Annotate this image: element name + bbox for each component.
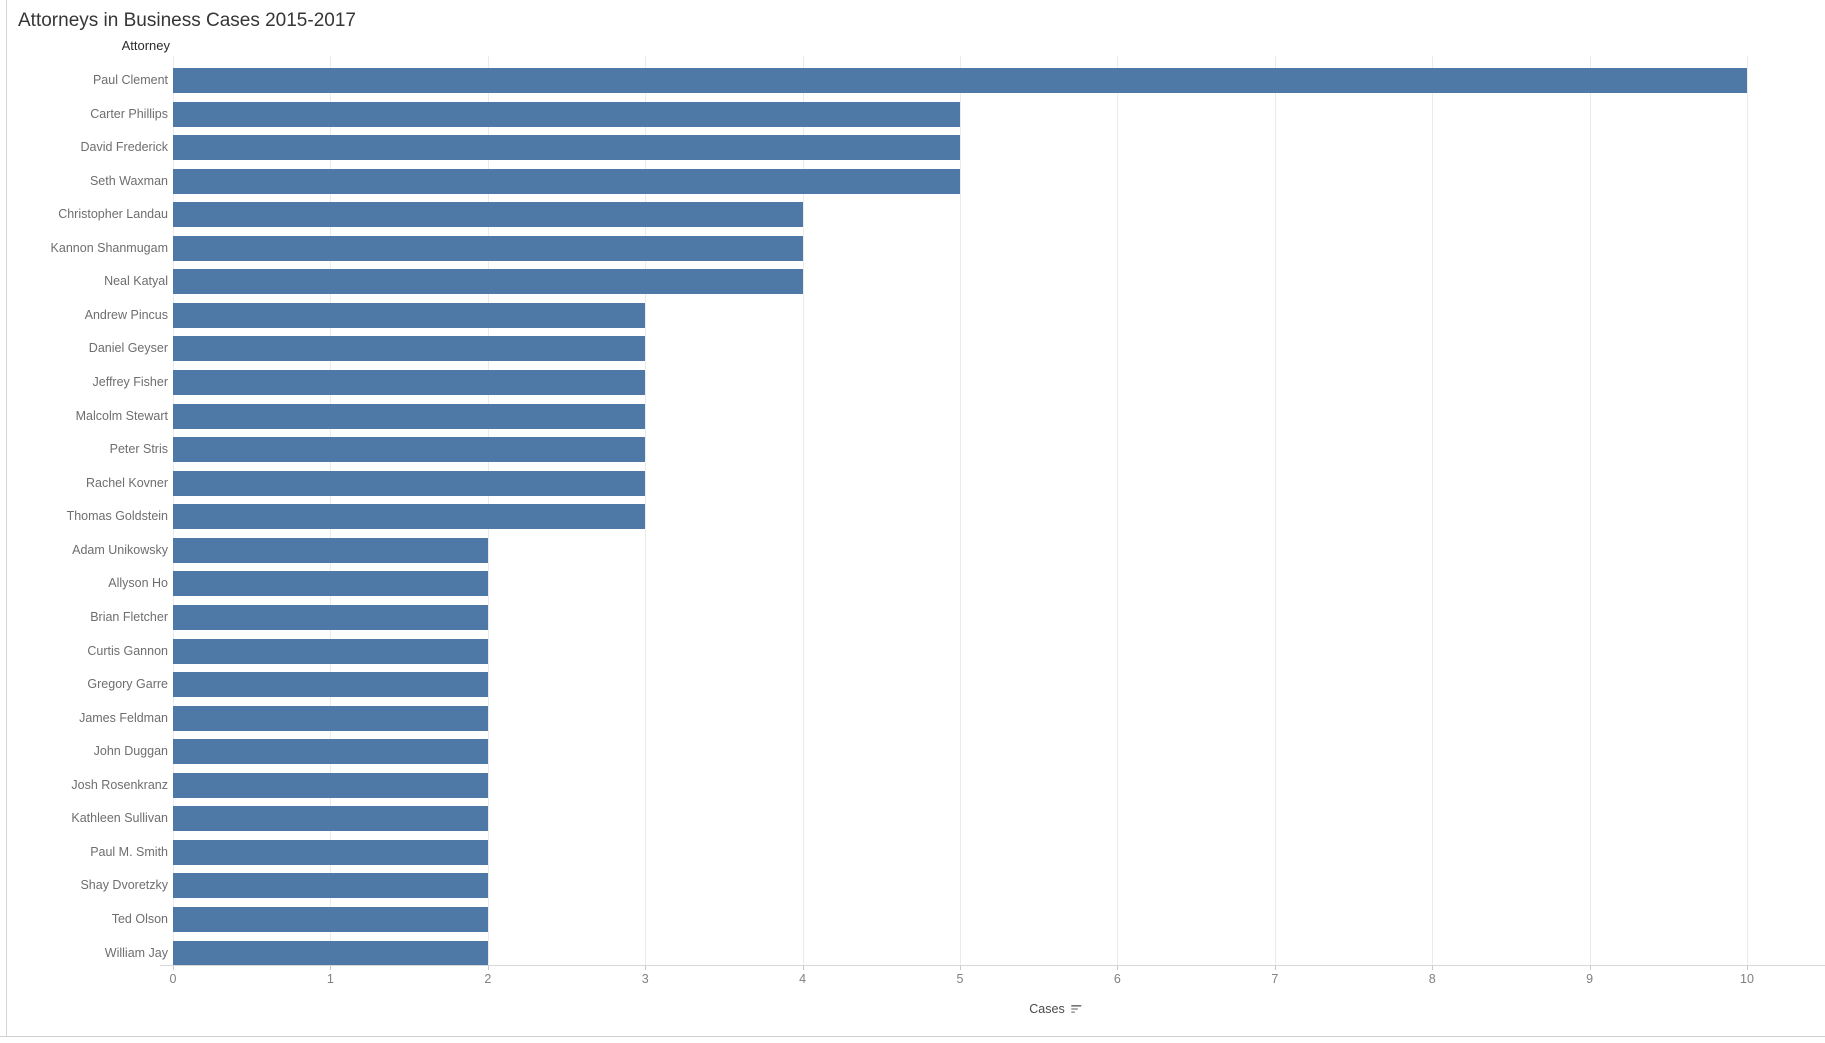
- row-label[interactable]: Brian Fletcher: [90, 609, 168, 624]
- bar-mark[interactable]: [173, 940, 488, 966]
- bar-mark[interactable]: [173, 470, 646, 496]
- bar-mark[interactable]: [173, 135, 960, 161]
- sort-descending-icon[interactable]: [1071, 1004, 1083, 1014]
- x-tick-label: 10: [1740, 972, 1754, 986]
- gridline-x-9: [1589, 56, 1591, 965]
- x-axis-title: Cases: [1029, 1002, 1082, 1016]
- row-label[interactable]: William Jay: [104, 945, 168, 960]
- bar-mark[interactable]: [173, 705, 488, 731]
- chart-title: Attorneys in Business Cases 2015-2017: [18, 10, 356, 31]
- x-tick-label: 6: [1113, 972, 1121, 986]
- x-tick-label: 0: [169, 972, 177, 986]
- bar-mark[interactable]: [173, 873, 488, 899]
- row-label[interactable]: Paul Clement: [92, 73, 168, 87]
- bar-mark[interactable]: [173, 739, 488, 765]
- x-tick-label: 3: [641, 972, 649, 986]
- bar-mark[interactable]: [173, 504, 646, 530]
- bar-mark[interactable]: [173, 604, 488, 630]
- row-label[interactable]: John Duggan: [93, 744, 168, 759]
- row-label[interactable]: James Feldman: [79, 710, 168, 725]
- gridline-x-7: [1274, 56, 1276, 965]
- row-field-label: Attorney: [121, 38, 170, 53]
- worksheet-left-border: [6, 0, 7, 1037]
- row-label[interactable]: Christopher Landau: [58, 207, 168, 222]
- x-tick-label: 9: [1586, 972, 1594, 986]
- bar-mark[interactable]: [173, 302, 646, 328]
- row-label[interactable]: David Frederick: [80, 140, 168, 155]
- row-label[interactable]: Daniel Geyser: [88, 341, 168, 356]
- bar-mark[interactable]: [173, 370, 646, 396]
- x-tick-label: 1: [326, 972, 334, 986]
- gridline-x-5: [960, 56, 961, 965]
- x-tick-mark: [802, 966, 804, 970]
- bar-mark[interactable]: [173, 839, 488, 865]
- x-axis-line: [160, 965, 1825, 966]
- x-tick-label: 7: [1271, 972, 1279, 986]
- row-label[interactable]: Kathleen Sullivan: [71, 811, 168, 826]
- row-label[interactable]: Shay Dvoretzky: [80, 878, 168, 893]
- x-tick-label: 2: [484, 972, 492, 986]
- bar-mark[interactable]: [173, 907, 488, 932]
- bar-mark[interactable]: [173, 269, 803, 295]
- x-tick-mark: [330, 966, 332, 970]
- bar-mark[interactable]: [173, 235, 803, 261]
- x-tick-mark: [645, 966, 647, 970]
- gridline-x-10: [1747, 56, 1748, 965]
- x-tick-mark: [1274, 966, 1276, 970]
- row-label[interactable]: Allyson Ho: [108, 576, 168, 591]
- x-tick-mark: [1432, 966, 1434, 970]
- bar-mark[interactable]: [173, 806, 488, 832]
- x-tick-mark: [960, 966, 961, 970]
- worksheet-bottom-border: [0, 1036, 1825, 1037]
- x-tick-mark: [487, 966, 489, 970]
- bar-mark[interactable]: [173, 537, 488, 563]
- row-label[interactable]: Rachel Kovner: [86, 475, 168, 490]
- row-label[interactable]: Carter Phillips: [90, 106, 168, 121]
- bar-mark[interactable]: [173, 772, 488, 798]
- bar-mark[interactable]: [173, 202, 803, 228]
- gridline-x-6: [1117, 56, 1119, 965]
- x-tick-mark: [1747, 966, 1748, 970]
- row-label[interactable]: Gregory Garre: [87, 677, 168, 692]
- bar-mark[interactable]: [173, 403, 646, 429]
- gridline-x-3: [645, 56, 647, 965]
- bar-mark[interactable]: [173, 336, 646, 362]
- row-label[interactable]: Paul M. Smith: [90, 844, 168, 859]
- row-label[interactable]: Malcolm Stewart: [75, 408, 168, 423]
- bar-mark[interactable]: [173, 638, 488, 664]
- row-label[interactable]: Peter Stris: [109, 442, 168, 457]
- row-label[interactable]: Andrew Pincus: [84, 307, 168, 322]
- x-axis-title-text: Cases: [1029, 1002, 1065, 1016]
- row-label[interactable]: Neal Katyal: [104, 274, 168, 289]
- row-label[interactable]: Adam Unikowsky: [72, 542, 168, 557]
- bar-mark[interactable]: [173, 68, 1747, 93]
- x-tick-label: 5: [956, 972, 964, 986]
- row-label[interactable]: Kannon Shanmugam: [50, 240, 168, 255]
- gridline-x-8: [1432, 56, 1434, 965]
- bar-mark[interactable]: [173, 168, 960, 194]
- x-tick-mark: [173, 966, 174, 970]
- bar-mark[interactable]: [173, 571, 488, 597]
- row-label[interactable]: Thomas Goldstein: [66, 509, 168, 524]
- row-label[interactable]: Seth Waxman: [89, 173, 168, 188]
- x-tick-label: 8: [1428, 972, 1436, 986]
- x-tick-mark: [1117, 966, 1119, 970]
- row-label[interactable]: Ted Olson: [111, 912, 168, 926]
- row-label[interactable]: Jeffrey Fisher: [92, 375, 169, 390]
- row-label[interactable]: Curtis Gannon: [87, 643, 168, 658]
- x-tick-mark: [1589, 966, 1591, 970]
- x-tick-label: 4: [799, 972, 807, 986]
- row-label[interactable]: Josh Rosenkranz: [71, 777, 168, 792]
- bar-mark[interactable]: [173, 437, 646, 463]
- gridline-x-4: [802, 56, 804, 965]
- bar-mark[interactable]: [173, 672, 488, 698]
- bar-mark[interactable]: [173, 101, 960, 127]
